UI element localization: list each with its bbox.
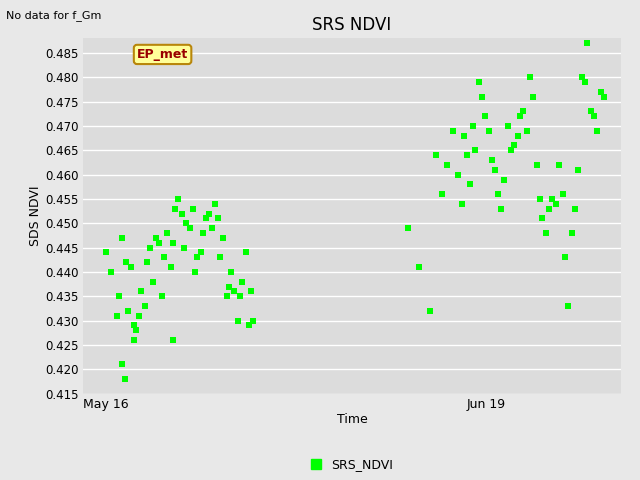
X-axis label: Time: Time	[337, 413, 367, 426]
Title: SRS NDVI: SRS NDVI	[312, 16, 392, 34]
Y-axis label: SDS NDVI: SDS NDVI	[29, 186, 42, 246]
Text: No data for f_Gm: No data for f_Gm	[6, 11, 102, 22]
Text: EP_met: EP_met	[137, 48, 188, 61]
Legend: SRS_NDVI: SRS_NDVI	[306, 453, 398, 476]
